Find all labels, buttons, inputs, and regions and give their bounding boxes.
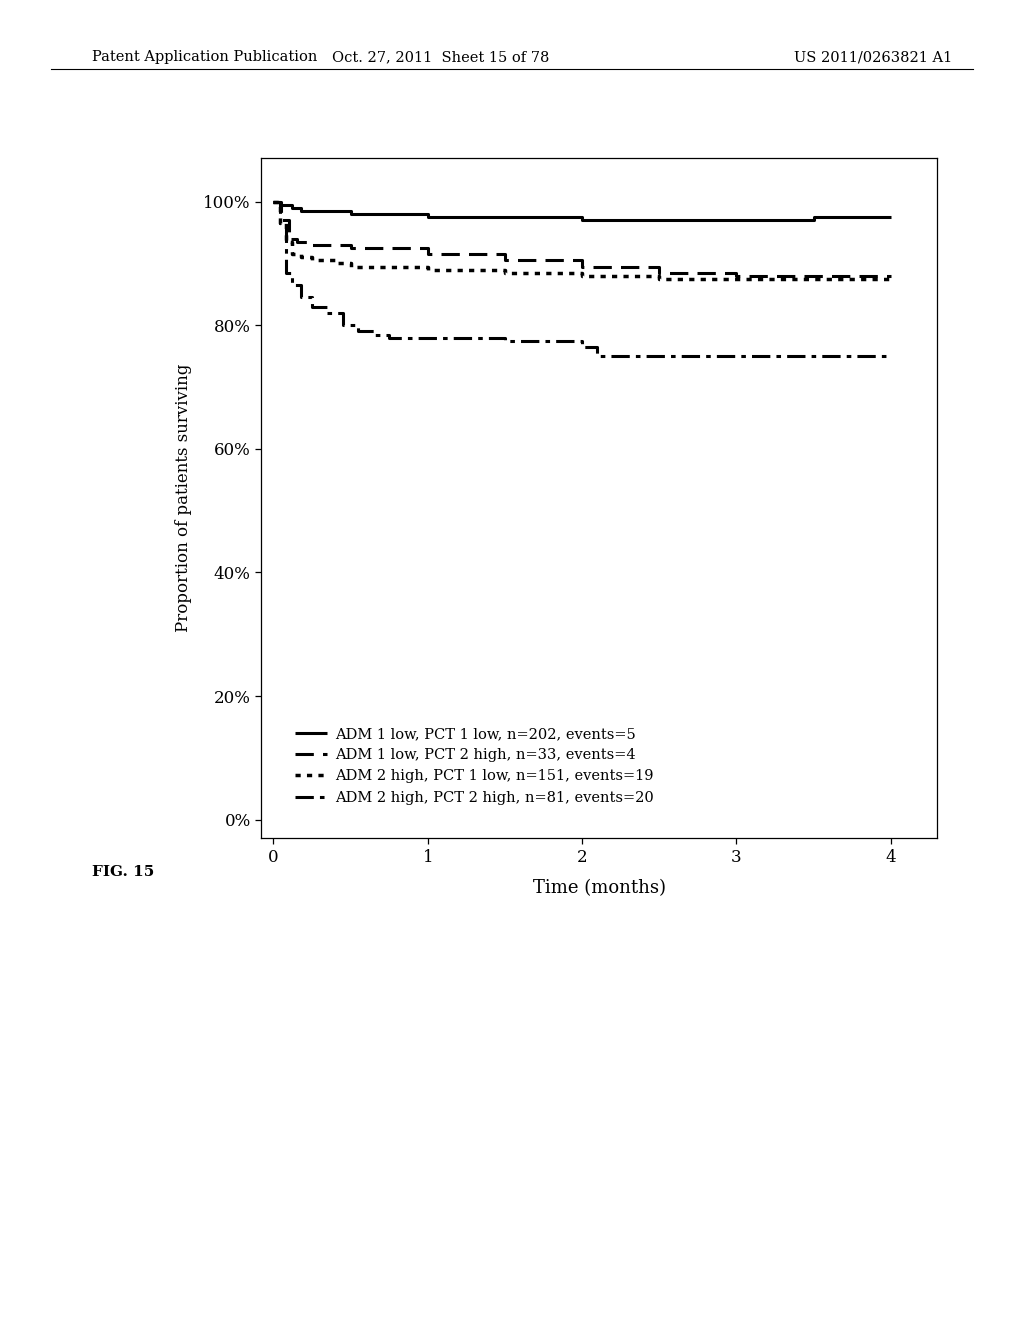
X-axis label: Time (months): Time (months)	[532, 879, 666, 898]
Text: US 2011/0263821 A1: US 2011/0263821 A1	[794, 50, 952, 65]
Text: Patent Application Publication: Patent Application Publication	[92, 50, 317, 65]
Text: FIG. 15: FIG. 15	[92, 865, 155, 879]
Y-axis label: Proportion of patients surviving: Proportion of patients surviving	[175, 364, 193, 632]
Legend: ADM 1 low, PCT 1 low, n=202, events=5, ADM 1 low, PCT 2 high, n=33, events=4, AD: ADM 1 low, PCT 1 low, n=202, events=5, A…	[289, 721, 659, 810]
Text: Oct. 27, 2011  Sheet 15 of 78: Oct. 27, 2011 Sheet 15 of 78	[332, 50, 549, 65]
